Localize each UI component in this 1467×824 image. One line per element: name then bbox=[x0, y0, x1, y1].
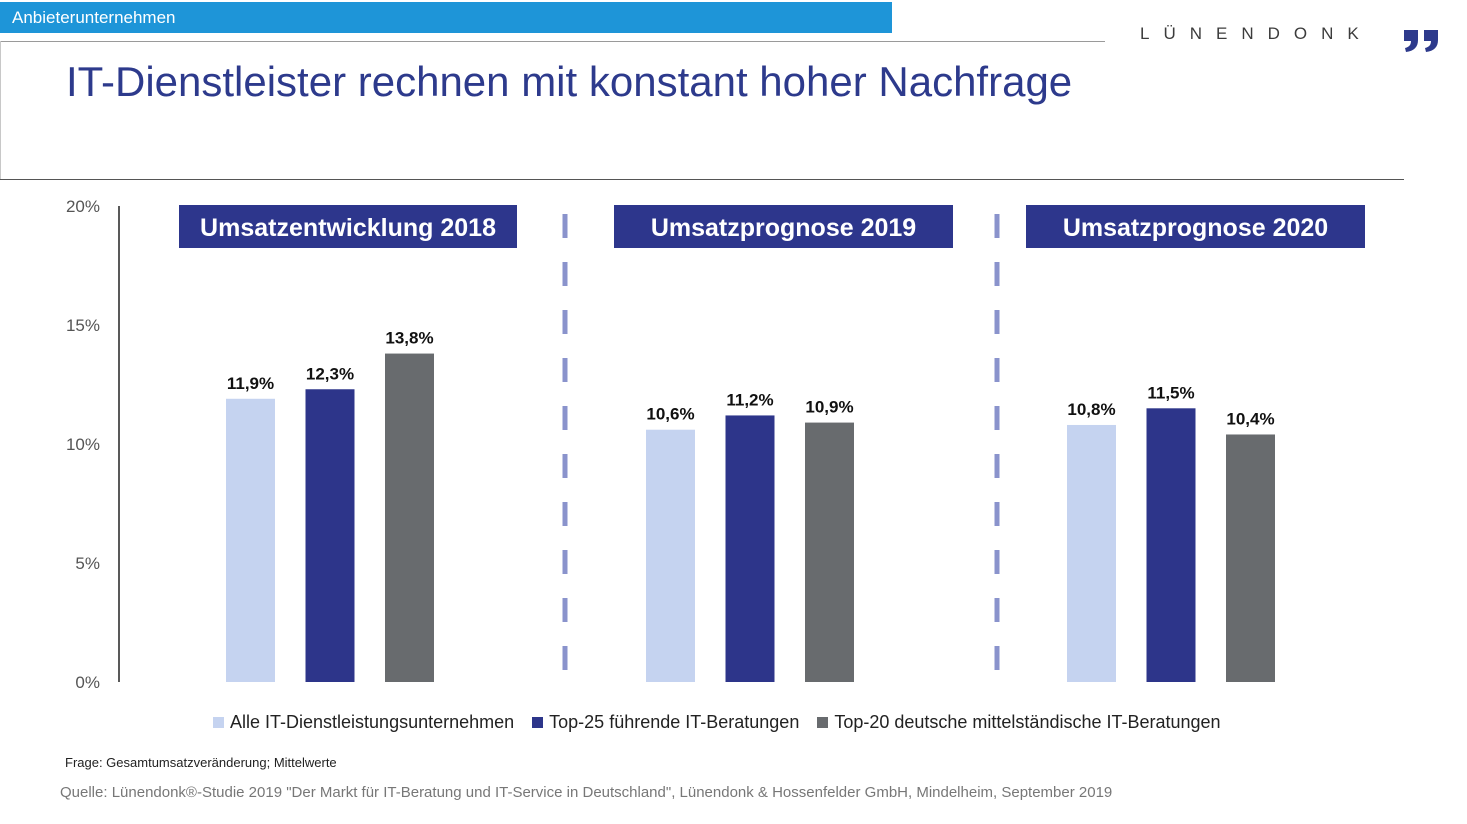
legend-item-top25: Top-25 führende IT-Beratungen bbox=[532, 712, 799, 733]
bar-chart: 0% 5% 10% 15% 20% Umsatzentwicklung 2018 Umsat… bbox=[66, 197, 1365, 692]
question-note: Frage: Gesamtumsatzveränderung; Mittelwe… bbox=[65, 755, 337, 770]
bar-value-label: 12,3% bbox=[306, 364, 354, 383]
left-border bbox=[0, 41, 1, 179]
bar bbox=[725, 415, 775, 682]
bar bbox=[1146, 408, 1196, 682]
y-tick-label: 5% bbox=[75, 554, 100, 573]
header-divider bbox=[0, 41, 1105, 42]
legend-swatch-all bbox=[213, 717, 224, 728]
bar bbox=[385, 353, 434, 682]
bar-value-label: 10,6% bbox=[646, 405, 694, 424]
legend-swatch-top20 bbox=[817, 717, 829, 728]
panel-header-title: Umsatzprognose 2019 bbox=[651, 214, 916, 242]
legend-label-top25: Top-25 führende IT-Beratungen bbox=[549, 712, 800, 732]
brand-name: LÜNENDONK bbox=[1140, 24, 1373, 43]
quote-mark-icon bbox=[1404, 30, 1438, 52]
bar-value-label: 13,8% bbox=[385, 329, 433, 348]
bar-value-label: 11,9% bbox=[227, 374, 274, 393]
legend-label-top20: Top-20 deutsche mittelständische IT-Bera… bbox=[834, 712, 1221, 732]
legend: Alle IT-Dienstleistungsunternehmen Top-2… bbox=[213, 712, 1221, 733]
bar-value-label: 10,4% bbox=[1226, 409, 1274, 428]
y-tick-label: 20% bbox=[66, 197, 100, 216]
page-title: IT-Dienstleister rechnen mit konstant ho… bbox=[66, 58, 1073, 105]
bar bbox=[226, 398, 275, 682]
bar-value-label: 11,5% bbox=[1147, 383, 1194, 402]
category-label: Anbieterunternehmen bbox=[12, 8, 176, 27]
legend-swatch-top25 bbox=[532, 717, 544, 728]
bar bbox=[1226, 434, 1275, 682]
legend-label-all: Alle IT-Dienstleistungsunternehmen bbox=[230, 712, 515, 732]
bar-value-label: 10,9% bbox=[805, 398, 853, 417]
panel-header-box bbox=[179, 205, 517, 248]
panel-header-title: Umsatzentwicklung 2018 bbox=[200, 214, 496, 242]
legend-item-top20: Top-20 deutsche mittelständische IT-Bera… bbox=[817, 712, 1221, 733]
panel-header-title: Umsatzprognose 2020 bbox=[1063, 214, 1328, 242]
bar-value-label: 10,8% bbox=[1067, 400, 1115, 419]
y-tick-label: 15% bbox=[66, 316, 100, 335]
bar bbox=[1067, 424, 1116, 682]
category-bar: Anbieterunternehmen bbox=[0, 2, 892, 33]
panel-header-box bbox=[1026, 205, 1365, 248]
bar bbox=[646, 429, 695, 682]
title-divider bbox=[0, 179, 1404, 180]
y-tick-label: 0% bbox=[75, 673, 100, 692]
bar-value-label: 11,2% bbox=[726, 390, 773, 409]
y-tick-label: 10% bbox=[66, 435, 100, 454]
panel-header-box bbox=[614, 205, 953, 248]
bar bbox=[305, 389, 355, 682]
bar bbox=[805, 422, 854, 682]
legend-item-all: Alle IT-Dienstleistungsunternehmen bbox=[213, 712, 514, 733]
source-note: Quelle: Lünendonk®-Studie 2019 "Der Mark… bbox=[60, 784, 1113, 801]
